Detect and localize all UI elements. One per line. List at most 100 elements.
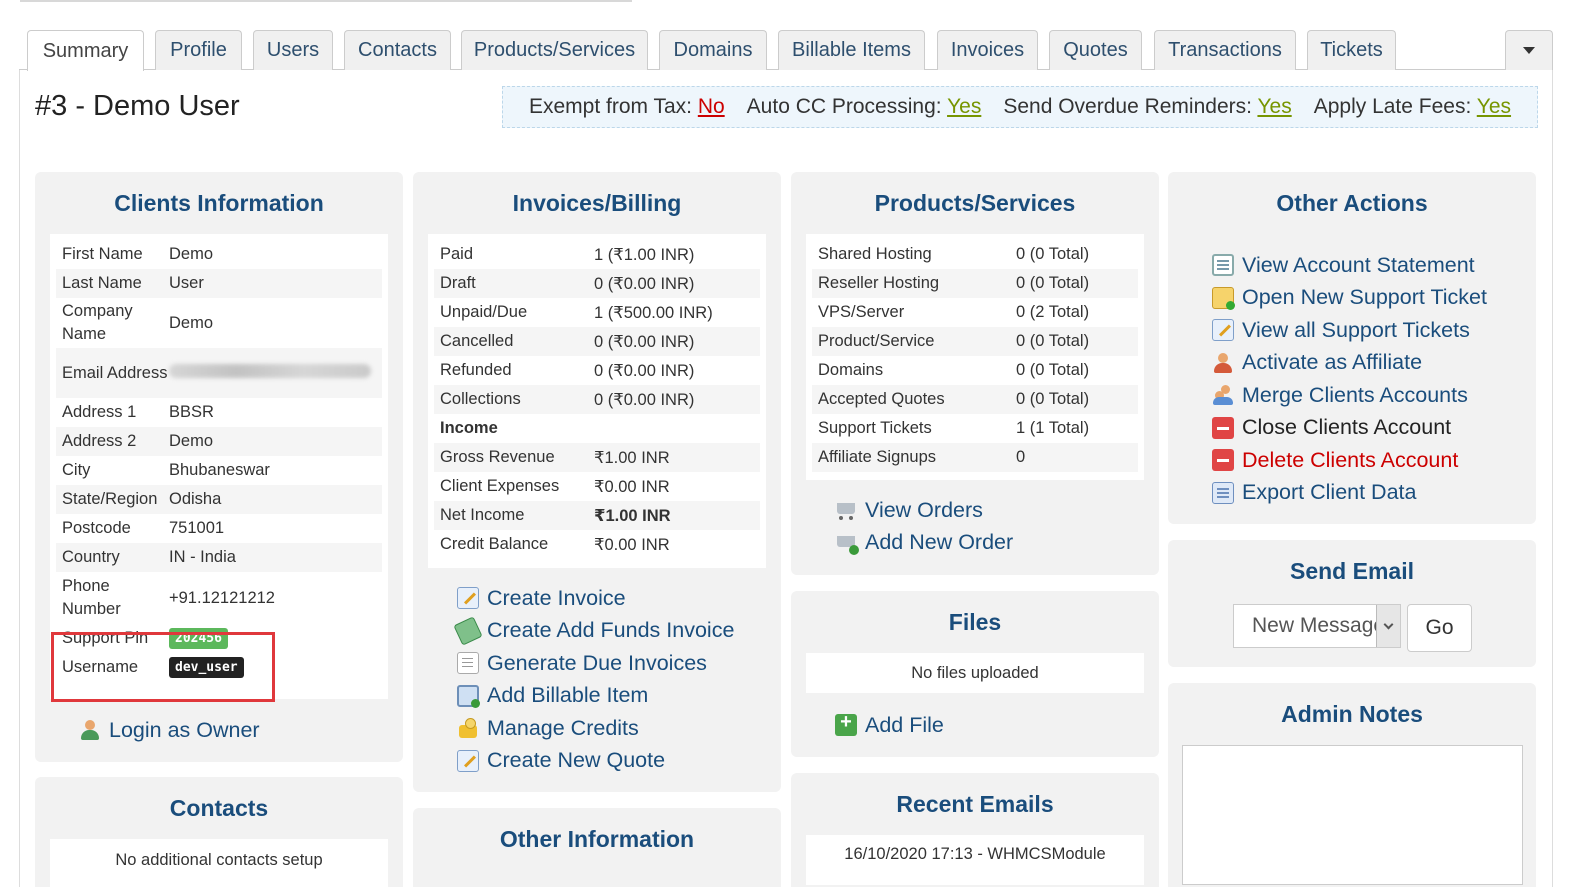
products-actions: View Orders Add New Order (835, 494, 1013, 559)
open-new-support-ticket-link[interactable]: Open New Support Ticket (1212, 282, 1487, 315)
summary-panel (19, 70, 1553, 887)
recent-emails-panel: Recent Emails 16/10/2020 17:13 - WHMCSMo… (791, 773, 1159, 887)
export-client-data-link[interactable]: Export Client Data (1212, 477, 1487, 510)
invoices-billing-title: Invoices/Billing (512, 190, 682, 216)
login-as-owner-link[interactable]: Login as Owner (79, 714, 260, 747)
table-row: Shared Hosting 0 (0 Total) (818, 245, 1090, 263)
clients-information-panel: Clients Information First Name Demo Last … (35, 172, 403, 762)
flag-late-fees-value[interactable]: Yes (1476, 95, 1512, 118)
table-row: Phone Number +91.12121212 (62, 577, 275, 618)
login-user-icon (79, 719, 101, 741)
clock-icon (457, 684, 480, 708)
income-heading: Income (440, 419, 498, 437)
tab-tickets[interactable]: Tickets (1307, 30, 1396, 70)
table-row: Gross Revenue ₹1.00 INR (434, 443, 760, 472)
recent-email-item[interactable]: 16/10/2020 17:13 - WHMCSModule (806, 835, 1144, 885)
create-new-quote-link[interactable]: Create New Quote (457, 745, 734, 778)
tab-invoices[interactable]: Invoices (937, 30, 1038, 70)
tab-profile[interactable]: Profile (155, 30, 242, 70)
create-add-funds-invoice-link[interactable]: Create Add Funds Invoice (453, 615, 734, 648)
contacts-panel: Contacts No additional contacts setup (35, 777, 403, 887)
send-email-panel: Send Email (1168, 540, 1536, 667)
clients-information-title: Clients Information (114, 190, 324, 216)
products-services-panel: Products/Services Shared Hosting 0 (0 Tot… (791, 172, 1159, 575)
contacts-title: Contacts (169, 795, 269, 821)
view-orders-link[interactable]: View Orders (835, 494, 1013, 527)
delete-clients-account-link[interactable]: Delete Clients Account (1212, 444, 1487, 477)
ticket-icon (1212, 286, 1235, 310)
activate-as-affiliate-link[interactable]: Activate as Affiliate (1212, 347, 1487, 380)
send-email-go-button[interactable]: Go (1407, 604, 1472, 652)
stop-icon (1212, 449, 1234, 472)
table-row: Reseller Hosting 0 (0 Total) (812, 269, 1138, 298)
chevron-down-icon (1376, 605, 1400, 647)
flag-auto-cc-value[interactable]: Yes (947, 95, 982, 118)
email-address-redacted (169, 363, 371, 378)
other-actions-panel: Other Actions View Account Statement Ope… (1168, 172, 1536, 524)
tab-quotes[interactable]: Quotes (1049, 30, 1142, 70)
cart-add-icon (835, 532, 859, 555)
view-account-statement-link[interactable]: View Account Statement (1212, 249, 1487, 282)
table-row: Email Address (56, 348, 382, 398)
table-row: Address 1 BBSR (62, 403, 214, 421)
flag-exempt-tax-value[interactable]: No (697, 95, 725, 118)
client-flags-bar: Exempt from Tax: No Auto CC Processing: … (502, 86, 1538, 128)
top-divider (20, 0, 632, 2)
flag-overdue-reminders-value[interactable]: Yes (1257, 95, 1292, 118)
table-row: City Bhubaneswar (62, 461, 270, 479)
tab-contacts[interactable]: Contacts (344, 30, 451, 70)
clients-information-table: First Name Demo Last Name User Company Nam… (50, 234, 388, 699)
tab-products-services[interactable]: Products/Services (461, 30, 648, 70)
merge-clients-accounts-link[interactable]: Merge Clients Accounts (1212, 379, 1487, 412)
flag-exempt-tax: Exempt from Tax: No (528, 95, 725, 118)
money-icon (453, 616, 483, 646)
table-row: Credit Balance ₹0.00 INR (440, 535, 670, 554)
table-row: Company Name Demo (62, 302, 214, 343)
table-row: Support Tickets 1 (1 Total) (818, 419, 1090, 437)
coins-icon (457, 717, 479, 739)
table-row: Draft 0 (₹0.00 INR) (434, 269, 760, 298)
other-actions-list: View Account Statement Open New Support … (1212, 249, 1487, 509)
username-row: Username dev_user (56, 653, 382, 682)
files-title: Files (948, 609, 1002, 635)
more-tabs-dropdown[interactable] (1505, 30, 1553, 70)
email-template-select[interactable]: New Message (1233, 604, 1401, 648)
statement-icon (1212, 254, 1234, 277)
add-file-link[interactable]: Add File (835, 709, 944, 742)
table-row: Unpaid/Due 1 (₹500.00 INR) (440, 303, 713, 322)
table-row: First Name Demo (62, 245, 214, 263)
page-title: #3 - Demo User (35, 90, 240, 122)
stop-icon (1212, 416, 1234, 439)
plus-icon (835, 711, 857, 737)
other-information-title: Other Information (499, 826, 695, 852)
tab-transactions[interactable]: Transactions (1154, 30, 1296, 70)
table-row: Domains 0 (0 Total) (818, 361, 1090, 379)
files-panel: Files No files uploaded Add File (791, 591, 1159, 757)
admin-notes-title: Admin Notes (1281, 701, 1423, 727)
view-all-support-tickets-link[interactable]: View all Support Tickets (1212, 314, 1487, 347)
table-row: Net Income ₹1.00 INR (434, 501, 760, 530)
tab-domains[interactable]: Domains (659, 30, 767, 70)
tab-billable-items[interactable]: Billable Items (778, 30, 925, 70)
invoice-icon (457, 587, 479, 610)
table-row: VPS/Server 0 (2 Total) (818, 303, 1090, 321)
close-clients-account-link[interactable]: Close Clients Account (1212, 412, 1487, 445)
add-billable-item-link[interactable]: Add Billable Item (457, 680, 734, 713)
table-row: Paid 1 (₹1.00 INR) (440, 245, 695, 264)
tab-users[interactable]: Users (253, 30, 333, 70)
table-row: Product/Service 0 (0 Total) (812, 327, 1138, 356)
generate-due-invoices-link[interactable]: Generate Due Invoices (457, 647, 734, 680)
invoices-billing-panel: Invoices/Billing Paid 1 (₹1.00 INR) Draft… (413, 172, 781, 792)
flag-auto-cc: Auto CC Processing: Yes (746, 95, 982, 118)
edit-icon (1212, 319, 1234, 342)
files-empty: No files uploaded (806, 653, 1144, 693)
table-row: Postcode 751001 (62, 519, 225, 537)
add-new-order-link[interactable]: Add New Order (835, 527, 1013, 560)
admin-notes-textarea[interactable] (1182, 745, 1523, 885)
table-row: Accepted Quotes 0 (0 Total) (812, 385, 1138, 414)
chevron-down-icon (1523, 47, 1535, 54)
manage-credits-link[interactable]: Manage Credits (457, 712, 734, 745)
create-invoice-link[interactable]: Create Invoice (457, 582, 734, 615)
tab-summary[interactable]: Summary (27, 30, 144, 71)
table-row: State/Region Odisha (56, 485, 382, 514)
